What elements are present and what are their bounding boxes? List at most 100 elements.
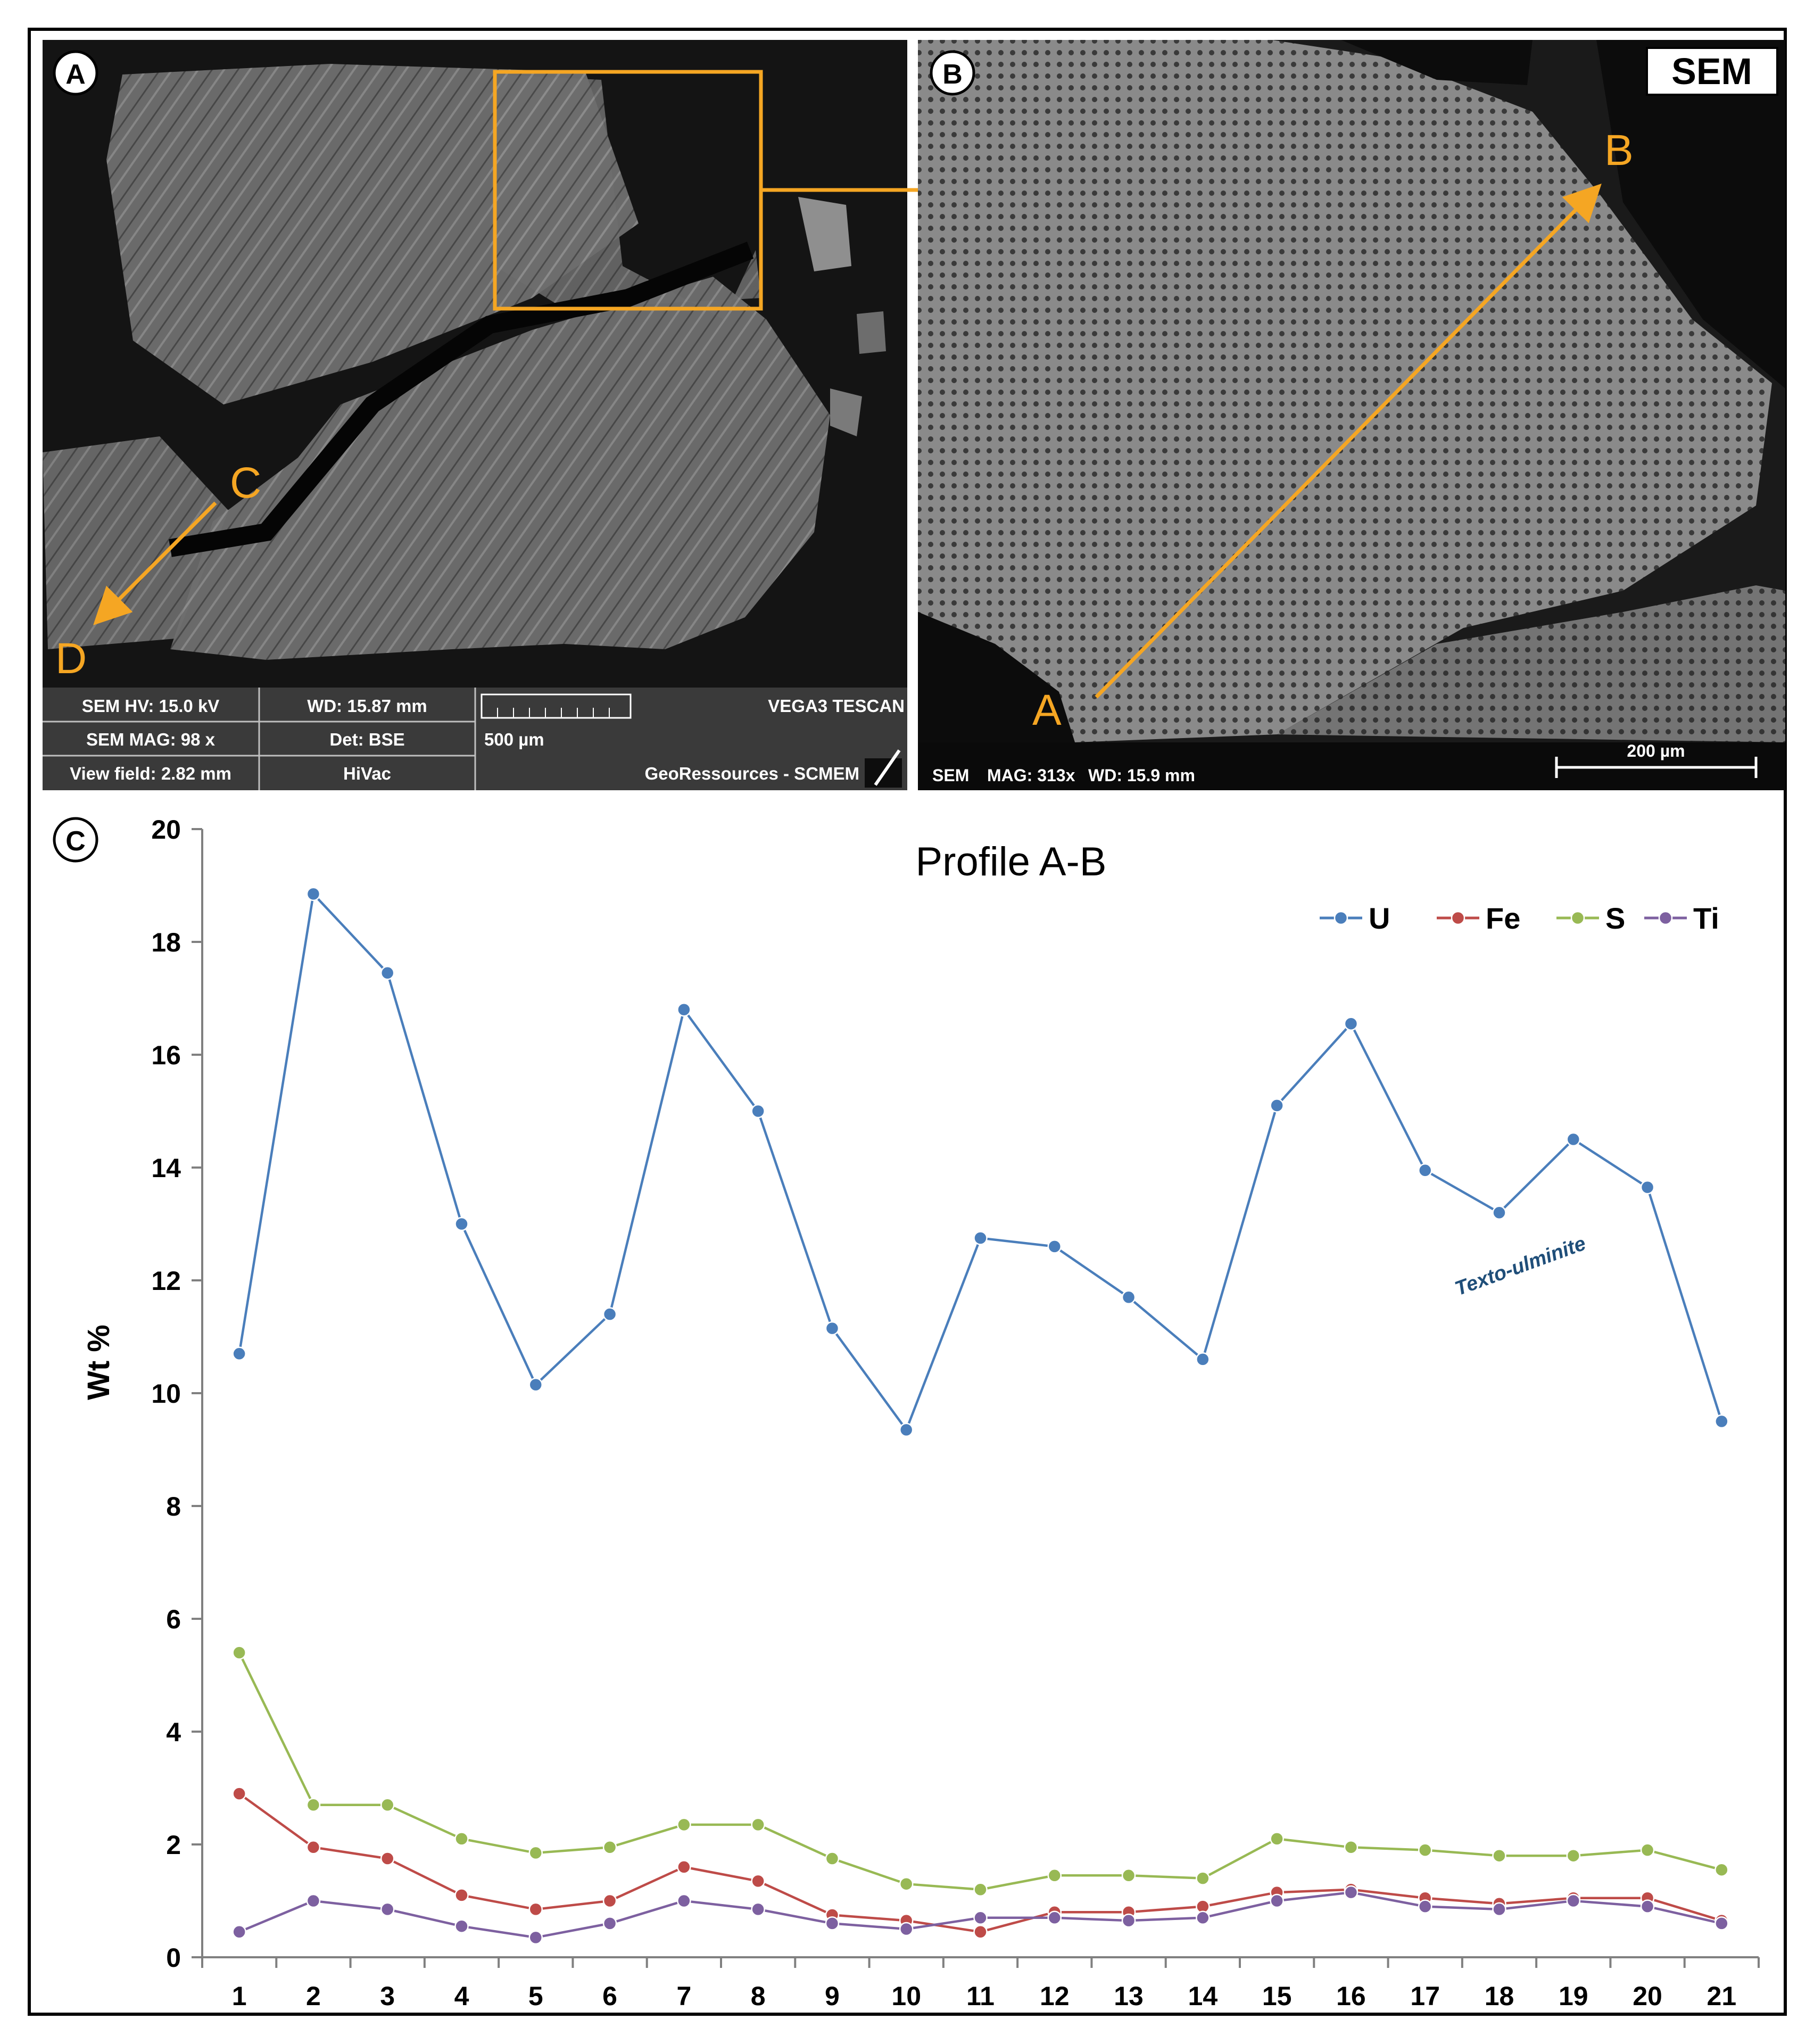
y-tick-label: 6 [166,1604,181,1634]
data-point-ti [380,1902,395,1917]
data-point-ti [1492,1902,1506,1917]
data-point-u [232,1346,246,1361]
scale-text: 200 µm [1627,741,1685,760]
data-point-s [380,1798,395,1813]
y-tick-label: 4 [166,1717,181,1747]
main-fragment [170,277,830,660]
sem-badge: SEM [1671,51,1752,92]
vacuum-value: HiVac [343,764,391,783]
profile-cd-arrow [93,501,217,625]
chart-legend: U Fe S Ti [1320,901,1719,935]
data-point-fe [973,1925,988,1939]
data-point-ti [1196,1910,1210,1925]
y-tick-label: 8 [166,1492,181,1521]
x-tick-label: 14 [1188,1981,1218,2011]
legend-marker-u [1333,911,1348,925]
data-point-u [899,1422,914,1437]
y-tick-label: 0 [166,1943,181,1973]
legend-label-ti: Ti [1693,901,1719,935]
data-point-s [528,1846,543,1860]
small-grain [830,388,862,436]
y-tick-label: 16 [151,1040,181,1070]
data-point-u [602,1307,617,1321]
lower-tissue [1277,585,1785,742]
data-point-ti [1121,1913,1136,1928]
x-tick-label: 6 [602,1981,617,2011]
legend-label-fe: Fe [1486,901,1520,935]
sem-text: SEM [932,766,969,785]
data-point-s [1270,1832,1284,1846]
inset-fragment [495,75,761,319]
panel-a-label: A [65,59,86,90]
legend-marker-fe [1451,911,1465,925]
data-point-fe [751,1874,765,1889]
mag-text: MAG: 313x [987,766,1075,785]
data-point-ti [454,1919,469,1933]
x-tick-label: 10 [891,1981,921,2011]
void [918,612,1075,742]
x-tick-label: 3 [380,1981,395,2011]
hv-value: SEM HV: 15.0 kV [82,696,220,716]
data-point-u [1714,1414,1729,1429]
panel-c: C Profile A-B Wt % Texto-ulminite 024681… [53,815,1760,2011]
data-point-ti [602,1916,617,1931]
data-point-ti [528,1930,543,1945]
data-point-u [677,1002,691,1017]
scale-bar [481,693,632,719]
x-tick-label: 9 [825,1981,840,2011]
point-d-label: D [55,634,87,683]
data-point-u [1047,1239,1062,1254]
data-point-u [1566,1132,1581,1147]
tescan-logo-mark [874,749,901,786]
x-tick-label: 2 [306,1981,321,2011]
tissue-region [918,40,1772,742]
data-point-u [1270,1098,1284,1113]
data-point-s [1492,1848,1506,1863]
x-tick-label: 5 [528,1981,543,2011]
data-point-ti [899,1922,914,1937]
data-point-s [1640,1843,1655,1857]
data-point-ti [973,1910,988,1925]
x-tick-label: 17 [1410,1981,1440,2011]
panel-b: A B SEM B SEM MAG: 313x WD: 15.9 mm 200 … [918,40,1785,790]
data-point-u [1344,1016,1359,1031]
x-tick-label: 8 [751,1981,766,2011]
panel-a-badge [53,50,98,96]
data-point-s [899,1876,914,1891]
view-field-value: View field: 2.82 mm [70,764,231,783]
data-point-fe [232,1786,246,1801]
detector-value: Det: BSE [329,730,404,749]
data-point-fe [602,1893,617,1908]
data-point-ti [306,1893,321,1908]
data-point-ti [751,1902,765,1917]
point-c-label: C [230,459,261,507]
x-tick-label: 13 [1114,1981,1144,2011]
series-points [232,887,1729,1945]
data-point-ti [232,1925,246,1939]
data-point-u [1418,1163,1432,1178]
legend-label-s: S [1605,901,1625,935]
data-point-s [1418,1843,1432,1857]
point-b-label: B [1604,126,1634,175]
chart-title: Profile A-B [915,839,1106,884]
data-point-u [454,1217,469,1231]
mag-value: SEM MAG: 98 x [86,730,216,749]
point-a-label: A [1032,686,1062,734]
x-tick-label: 18 [1485,1981,1514,2011]
data-point-u [825,1321,840,1336]
wd-value: WD: 15.87 mm [307,696,427,716]
x-tick-label: 20 [1633,1981,1662,2011]
y-tick-label: 20 [151,815,181,845]
x-tick-label: 11 [966,1981,995,2011]
data-point-s [232,1645,246,1660]
panel-a-info-bar: SEM HV: 15.0 kV WD: 15.87 mm VEGA3 TESCA… [43,688,907,790]
data-point-u [973,1231,988,1245]
panel-c-label: C [65,826,86,857]
panel-b-badge [930,50,975,96]
y-tick-label: 12 [151,1266,181,1296]
data-point-fe [306,1840,321,1855]
x-tick-label: 7 [676,1981,691,2011]
x-tick-label: 1 [232,1981,247,2011]
